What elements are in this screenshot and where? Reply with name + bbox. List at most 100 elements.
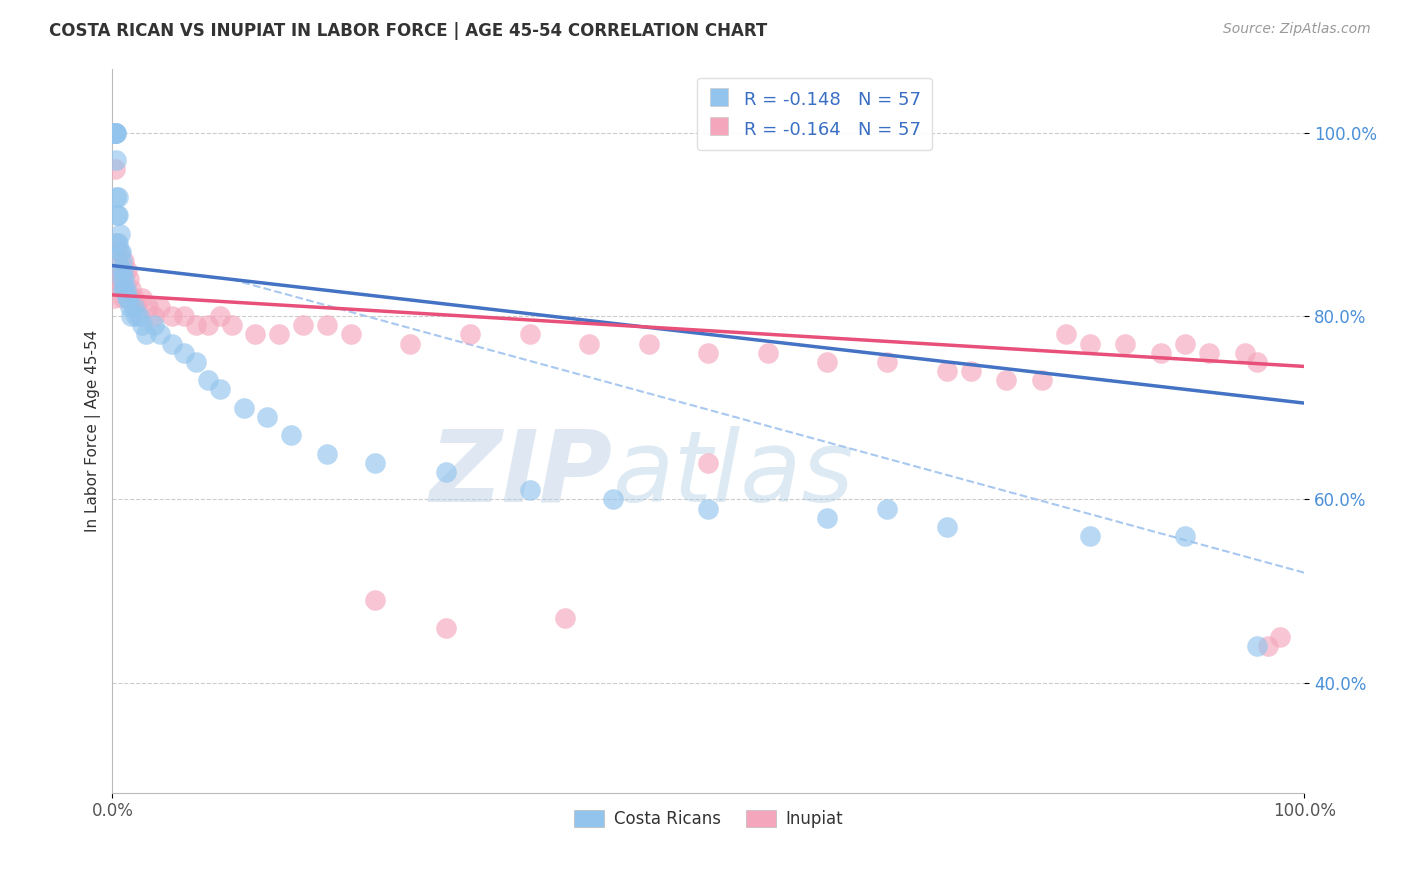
Point: [136, 300, 159, 314]
Point: [149, 300, 172, 314]
Y-axis label: In Labor Force | Age 45-54: In Labor Force | Age 45-54: [86, 329, 101, 532]
Point: [554, 611, 576, 625]
Point: [103, 126, 125, 140]
Point: [1246, 355, 1268, 369]
Point: [107, 208, 129, 222]
Point: [316, 318, 339, 333]
Point: [121, 309, 143, 323]
Point: [112, 281, 135, 295]
Point: [107, 235, 129, 250]
Point: [125, 309, 148, 323]
Point: [1246, 639, 1268, 653]
Point: [637, 336, 659, 351]
Point: [1078, 529, 1101, 543]
Point: [697, 456, 720, 470]
Point: [256, 409, 278, 424]
Point: [1198, 345, 1220, 359]
Point: [434, 621, 457, 635]
Point: [107, 190, 129, 204]
Point: [143, 309, 166, 323]
Point: [104, 126, 127, 140]
Point: [108, 244, 131, 259]
Point: [339, 327, 361, 342]
Point: [935, 364, 957, 378]
Point: [184, 355, 207, 369]
Point: [107, 244, 129, 259]
Point: [131, 318, 153, 333]
Point: [108, 263, 131, 277]
Point: [110, 263, 132, 277]
Point: [519, 327, 541, 342]
Point: [122, 300, 145, 314]
Point: [269, 327, 291, 342]
Point: [105, 235, 128, 250]
Point: [363, 456, 385, 470]
Point: [1270, 630, 1292, 644]
Point: [995, 373, 1018, 387]
Point: [103, 126, 125, 140]
Point: [208, 309, 231, 323]
Point: [115, 263, 138, 277]
Point: [112, 281, 135, 295]
Point: [104, 126, 127, 140]
Point: [128, 309, 150, 323]
Point: [232, 401, 254, 415]
Point: [112, 291, 135, 305]
Point: [149, 327, 172, 342]
Point: [104, 126, 127, 140]
Point: [120, 300, 142, 314]
Point: [108, 227, 131, 241]
Text: atlas: atlas: [613, 425, 855, 523]
Point: [112, 263, 135, 277]
Point: [173, 345, 195, 359]
Point: [1257, 639, 1279, 653]
Point: [104, 235, 127, 250]
Point: [111, 254, 134, 268]
Point: [184, 318, 207, 333]
Point: [697, 501, 720, 516]
Point: [959, 364, 981, 378]
Point: [105, 272, 128, 286]
Text: COSTA RICAN VS INUPIAT IN LABOR FORCE | AGE 45-54 CORRELATION CHART: COSTA RICAN VS INUPIAT IN LABOR FORCE | …: [49, 22, 768, 40]
Point: [111, 281, 134, 295]
Point: [104, 162, 127, 177]
Point: [292, 318, 315, 333]
Point: [876, 355, 898, 369]
Point: [115, 291, 138, 305]
Point: [1031, 373, 1053, 387]
Point: [103, 291, 125, 305]
Point: [245, 327, 267, 342]
Point: [122, 291, 145, 305]
Point: [110, 272, 132, 286]
Point: [105, 208, 128, 222]
Point: [104, 190, 127, 204]
Point: [935, 520, 957, 534]
Point: [104, 153, 127, 168]
Point: [1078, 336, 1101, 351]
Point: [160, 309, 183, 323]
Point: [817, 355, 839, 369]
Point: [125, 300, 148, 314]
Point: [363, 593, 385, 607]
Point: [104, 126, 127, 140]
Point: [602, 492, 624, 507]
Point: [458, 327, 481, 342]
Point: [1054, 327, 1077, 342]
Point: [1174, 529, 1197, 543]
Point: [221, 318, 243, 333]
Point: [399, 336, 422, 351]
Point: [112, 272, 135, 286]
Point: [1114, 336, 1136, 351]
Point: [434, 465, 457, 479]
Text: Source: ZipAtlas.com: Source: ZipAtlas.com: [1223, 22, 1371, 37]
Point: [135, 327, 157, 342]
Point: [519, 483, 541, 498]
Point: [111, 272, 134, 286]
Legend: Costa Ricans, Inupiat: Costa Ricans, Inupiat: [567, 804, 849, 835]
Point: [131, 291, 153, 305]
Point: [103, 126, 125, 140]
Point: [112, 254, 135, 268]
Point: [578, 336, 600, 351]
Point: [160, 336, 183, 351]
Point: [197, 318, 219, 333]
